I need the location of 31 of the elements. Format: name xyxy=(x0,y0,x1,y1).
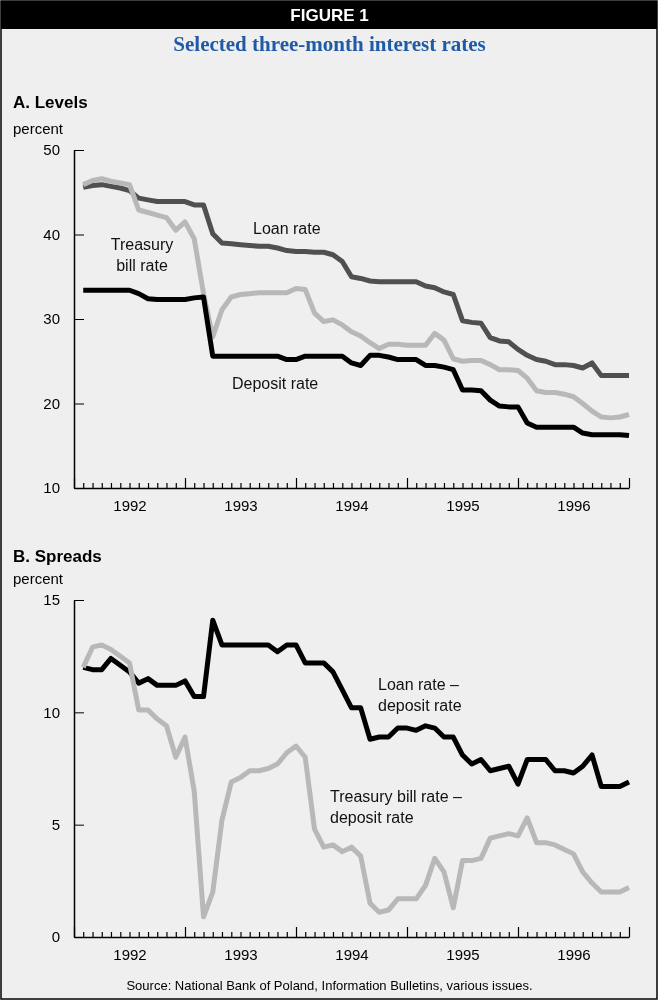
y-tick-label: 40 xyxy=(43,225,60,243)
series-label: Loan rate xyxy=(253,220,321,237)
y-axis-title: percent xyxy=(13,120,64,137)
series-label: Treasury bill rate – deposit rate xyxy=(330,788,462,826)
y-tick-label: 5 xyxy=(51,815,60,833)
x-tick-label: 1992 xyxy=(113,496,147,514)
x-tick-label: 1994 xyxy=(335,945,369,963)
chart-title: B. Spreads xyxy=(13,547,102,566)
x-tick-label: 1992 xyxy=(113,945,147,963)
text: Selected three-month interest rates xyxy=(173,32,486,56)
y-tick-label: 0 xyxy=(51,928,60,946)
x-tick-label: 1993 xyxy=(224,945,258,963)
chart-title: A. Levels xyxy=(13,93,88,112)
y-axis-title: percent xyxy=(13,570,64,587)
series-label: Loan rate – deposit rate xyxy=(378,676,462,714)
x-tick-label: 1993 xyxy=(224,496,258,514)
y-tick-label: 15 xyxy=(43,591,60,609)
x-tick-label: 1995 xyxy=(446,945,480,963)
y-tick-label: 50 xyxy=(43,141,60,159)
text: FIGURE 1 xyxy=(290,6,369,25)
y-tick-label: 20 xyxy=(43,394,60,412)
x-tick-label: 1996 xyxy=(557,496,591,514)
y-tick-label: 10 xyxy=(43,703,60,721)
y-tick-label: 10 xyxy=(43,479,60,497)
series-label: Deposit rate xyxy=(232,375,319,392)
x-tick-label: 1994 xyxy=(335,496,369,514)
x-tick-label: 1996 xyxy=(557,945,591,963)
series-label: Treasury bill rate xyxy=(110,236,174,274)
y-tick-label: 30 xyxy=(43,310,60,328)
source-note: Source: National Bank of Poland, Information Bulletins, various issues. xyxy=(126,978,533,993)
x-tick-label: 1995 xyxy=(446,496,480,514)
